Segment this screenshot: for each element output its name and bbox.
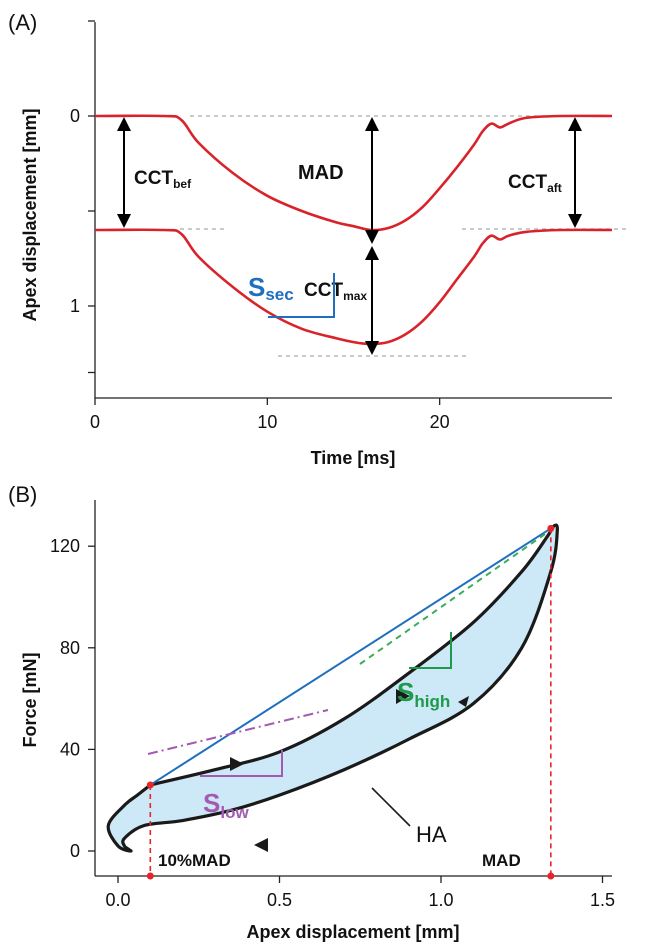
arrow-mad — [365, 117, 379, 244]
s-sec-triangle — [268, 273, 335, 318]
ha-pointer — [371, 787, 411, 827]
x-tick-label: 0.5 — [267, 890, 292, 910]
series-line-upper — [94, 114, 613, 232]
label-s-low: Slow — [203, 788, 249, 822]
panel-b-ticks: 0.0 0.5 1.0 1.5 0 40 80 120 — [50, 536, 615, 910]
x-tick-label: 20 — [430, 412, 450, 432]
label-s-sec: Ssec — [248, 272, 294, 304]
panel-a-xlabel: Time [ms] — [311, 448, 396, 468]
arrow-up-low — [230, 757, 244, 771]
panel-b-xlabel: Apex displacement [mm] — [246, 922, 459, 942]
arrow-cct-max — [365, 246, 379, 355]
arrow-cct-bef — [117, 117, 131, 228]
arrow-down-low — [254, 838, 268, 852]
y-tick-label: 0 — [70, 841, 80, 861]
slope-markers — [147, 273, 556, 777]
x-tick-label: 1.5 — [590, 890, 615, 910]
y-tick-label: 120 — [50, 536, 80, 556]
annotation-cct-aft: CCTaft — [508, 172, 562, 195]
y-tick-label: 0 — [70, 106, 80, 126]
x-tick-label: 1.0 — [428, 890, 453, 910]
s-high-tangent — [359, 526, 556, 665]
axis-point-mad — [547, 872, 555, 880]
y-tick-label: 40 — [60, 739, 80, 759]
annotation-cct-max: CCTmax — [304, 280, 367, 303]
panel-a-series — [94, 114, 613, 346]
y-tick-label: 80 — [60, 638, 80, 658]
hysteresis-loop — [106, 523, 559, 853]
panel-a-arrows — [117, 117, 582, 355]
panel-b-ylabel: Force [mN] — [20, 652, 40, 747]
s-low-triangle — [200, 750, 283, 777]
x-tick-label: 0 — [90, 412, 100, 432]
point-mad — [547, 524, 555, 532]
arrow-cct-aft — [568, 117, 582, 228]
label-ha: HA — [416, 822, 447, 847]
s-high-triangle — [409, 632, 452, 669]
displacement-markers — [146, 524, 555, 880]
panel-b-axes — [94, 500, 612, 877]
label-s-high: Shigh — [397, 677, 450, 711]
s-low-tangent — [147, 709, 329, 755]
label-mad: MAD — [482, 851, 521, 870]
y-tick-label: 1 — [70, 296, 80, 316]
panel-a-ticks: 0 10 20 0 1 — [70, 20, 450, 432]
panel-a-reference-lines — [180, 115, 628, 357]
panel-a-axes — [94, 22, 612, 399]
arrow-up-high — [396, 689, 410, 704]
panel-a-label: (A) — [8, 10, 37, 35]
loop-direction-arrows — [230, 689, 469, 852]
annotation-cct-bef: CCTbef — [134, 168, 192, 191]
axis-point-10pct-mad — [146, 872, 154, 880]
annotation-mad: MAD — [298, 162, 344, 184]
x-tick-label: 0.0 — [105, 890, 130, 910]
panel-b-label: (B) — [8, 482, 37, 507]
arrow-down-high — [458, 696, 469, 707]
x-tick-label: 10 — [257, 412, 277, 432]
panel-a-ylabel: Apex displacement [mm] — [20, 108, 40, 321]
secant-line — [149, 527, 552, 786]
point-10pct-mad — [146, 781, 154, 789]
label-10pct-mad: 10%MAD — [158, 851, 231, 870]
series-line-lower — [94, 228, 613, 346]
